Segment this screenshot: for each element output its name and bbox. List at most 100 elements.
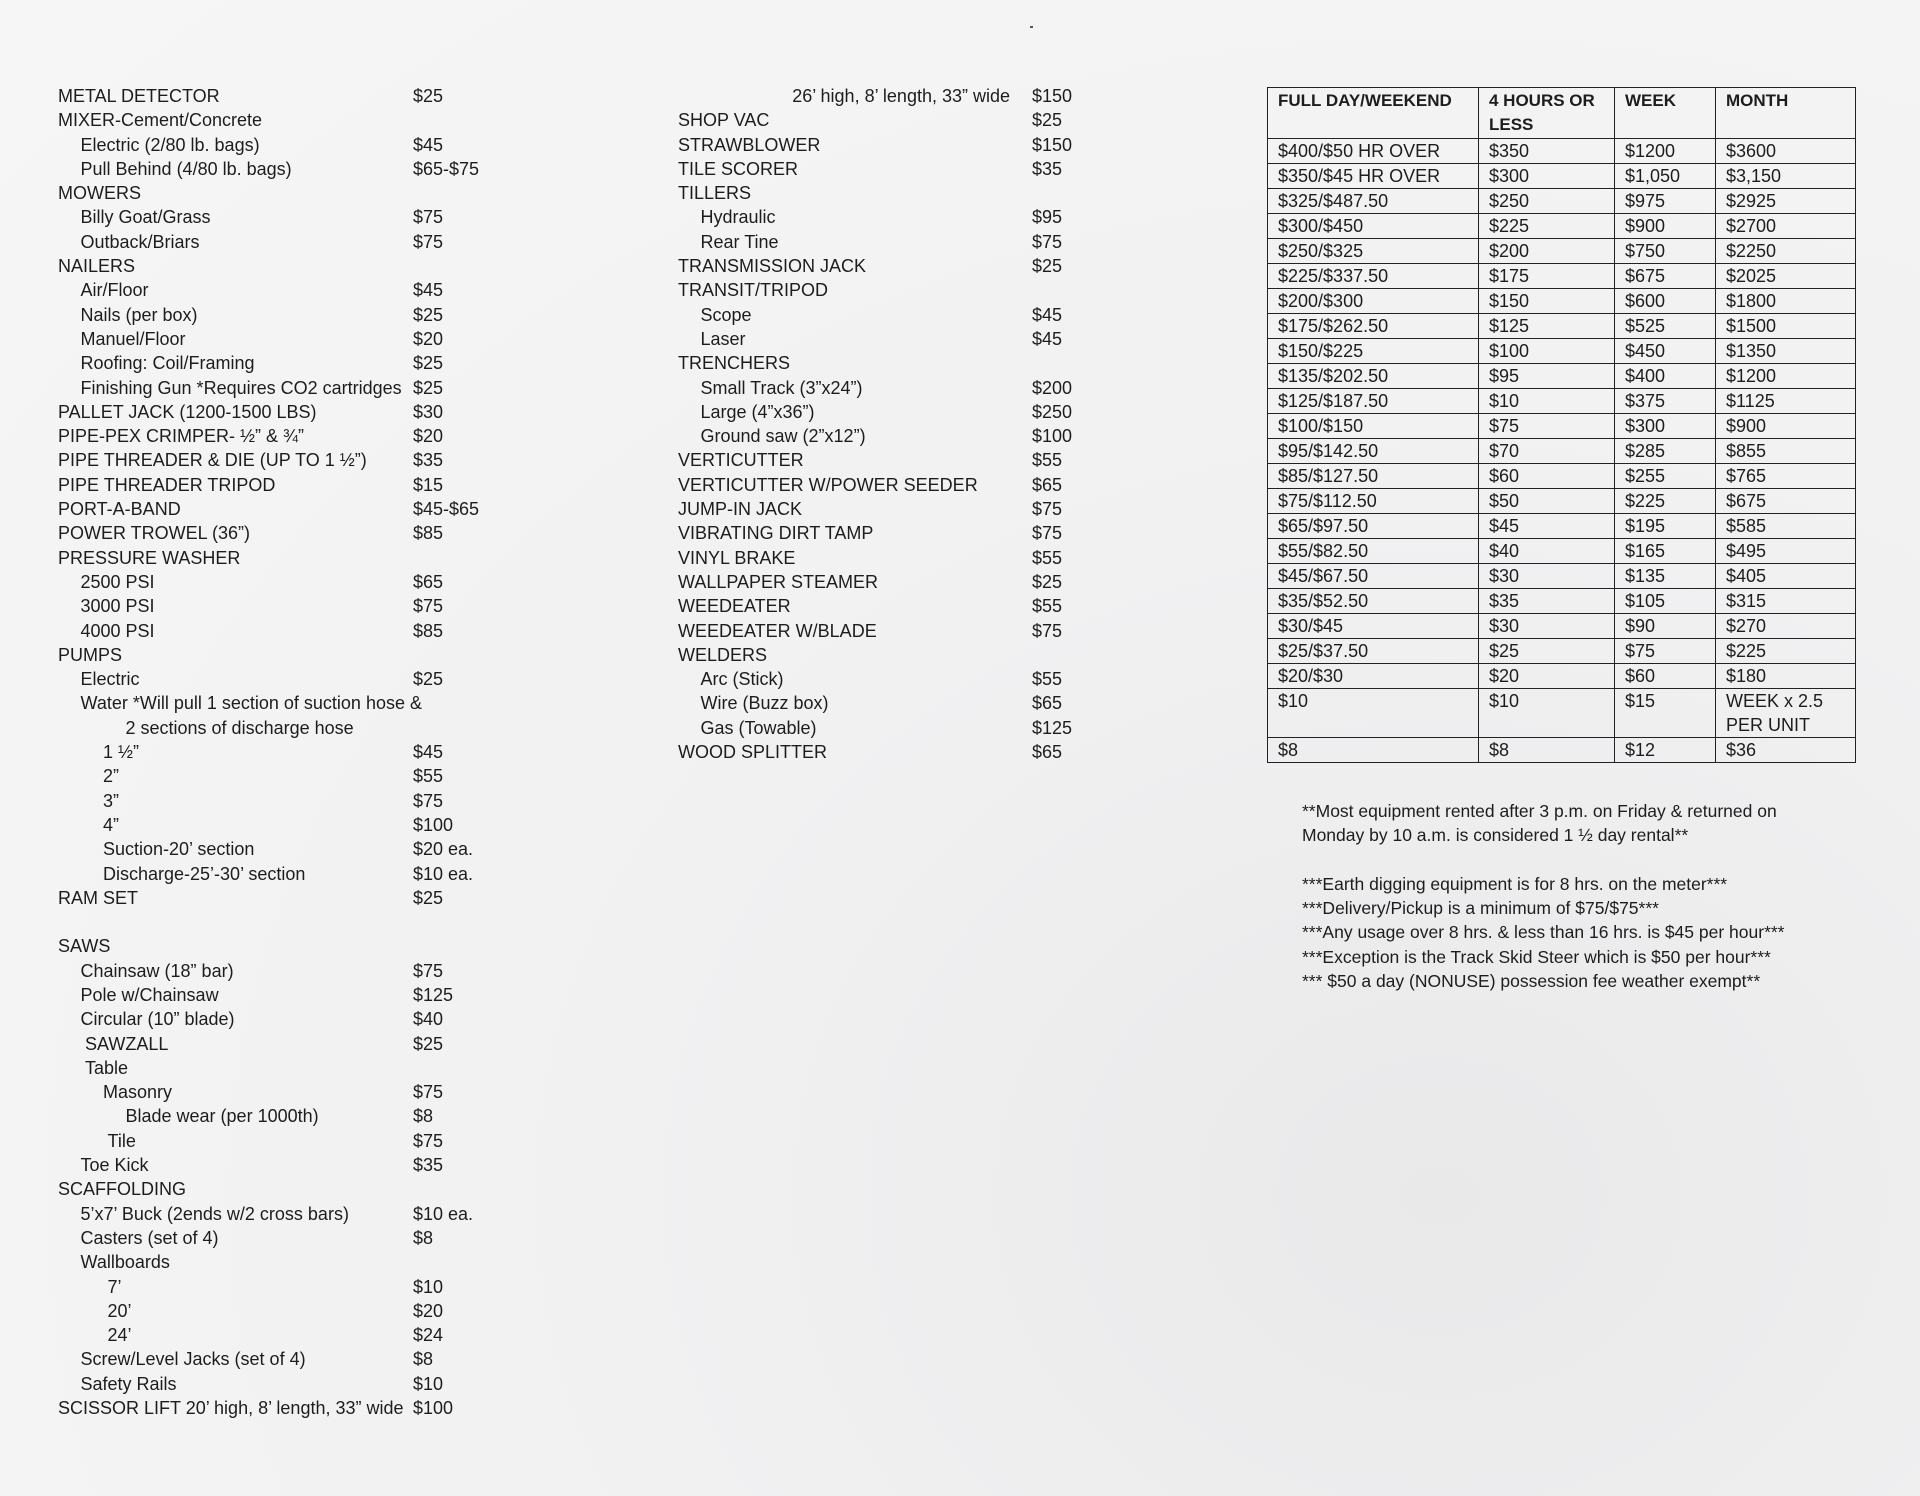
list-item: METAL DETECTOR $25 (58, 84, 618, 108)
category-name: WEEDEATER (678, 596, 791, 617)
list-item: VERTICUTTER $55 (678, 448, 1138, 472)
category-name: PIPE THREADER & DIE (UP TO 1 ½”) (58, 450, 367, 471)
column-header: WEEK (1614, 87, 1716, 139)
category-name: WALLPAPER STEAMER (678, 571, 879, 592)
item-name: 4000 PSI (80, 620, 155, 641)
table-cell: $45 (1478, 513, 1615, 539)
item-name: 26’ high, 8’ length, 33” wide (792, 86, 1010, 106)
list-item: STRAWBLOWER $150 (678, 133, 1138, 157)
list-item: SCISSOR LIFT 20’ high, 8’ length, 33” wi… (58, 1396, 618, 1420)
list-item (58, 910, 618, 934)
table-cell: $25/$37.50 (1267, 638, 1479, 664)
item-name: Tile (107, 1130, 136, 1151)
list-item: Discharge-25’-30’ section $10 ea. (58, 862, 618, 886)
list-item: Ground saw (2”x12”) $100 (678, 424, 1138, 448)
item-price: $100 (413, 1398, 454, 1419)
category-name: TRANSIT/TRIPOD (678, 280, 829, 301)
table-cell: $125 (1478, 313, 1615, 339)
item-name: Water *Will pull 1 section of suction ho… (80, 693, 422, 714)
item-price: $20 (413, 426, 444, 447)
table-cell: $45/$67.50 (1267, 563, 1479, 589)
table-row: $95/$142.50 $70 $285 $855 (1267, 438, 1856, 464)
list-item: Air/Floor $45 (58, 278, 618, 302)
item-name: 3000 PSI (80, 596, 155, 617)
category-name: SCAFFOLDING (58, 1179, 187, 1200)
item-price: $100 (413, 814, 454, 835)
column-header: MONTH (1715, 87, 1856, 139)
list-item: SCAFFOLDING (58, 1177, 618, 1201)
list-item: Billy Goat/Grass $75 (58, 205, 618, 229)
item-price: $75 (1032, 231, 1063, 252)
category-name: PIPE THREADER TRIPOD (58, 474, 276, 495)
category-name: POWER TROWEL (36”) (58, 523, 251, 544)
item-name: Toe Kick (80, 1155, 149, 1176)
table-cell: $1500 (1715, 313, 1856, 339)
rate-table-header: FULL DAY/WEEKEND 4 HOURS OR LESS WEEK MONTH (1267, 87, 1856, 139)
table-cell: $10 (1478, 688, 1615, 738)
item-price: $10 ea. (413, 863, 474, 884)
item-name: 4” (103, 814, 120, 835)
item-price: $20 (413, 1300, 444, 1321)
item-name: 24’ (107, 1325, 132, 1346)
category-name: NAILERS (58, 256, 136, 277)
table-cell: $525 (1614, 313, 1716, 339)
item-price: $100 (1032, 426, 1073, 447)
table-cell: $750 (1614, 238, 1716, 264)
table-cell: $1,050 (1614, 163, 1716, 189)
list-item: PALLET JACK (1200-1500 LBS) $30 (58, 400, 618, 424)
list-item: 1 ½” $45 (58, 740, 618, 764)
item-name: Manuel/Floor (80, 328, 186, 349)
list-item: PIPE THREADER TRIPOD $15 (58, 473, 618, 497)
table-cell: $3600 (1715, 138, 1856, 164)
category-name: VIBRATING DIRT TAMP (678, 523, 874, 544)
table-cell: $2250 (1715, 238, 1856, 264)
list-item: WALLPAPER STEAMER $25 (678, 570, 1138, 594)
item-price: $25 (413, 1033, 444, 1054)
item-price: $25 (1032, 571, 1063, 592)
item-price: $65 (1032, 742, 1063, 763)
list-item: RAM SET $25 (58, 886, 618, 910)
item-price: $35 (1032, 158, 1063, 179)
item-price: $25 (1032, 256, 1063, 277)
item-price: $75 (1032, 499, 1063, 520)
item-price: $95 (1032, 207, 1063, 228)
item-price: $45 (413, 134, 444, 155)
item-name: Circular (10” blade) (80, 1009, 235, 1030)
list-item: VERTICUTTER W/POWER SEEDER $65 (678, 473, 1138, 497)
item-price: $10 ea. (413, 1203, 474, 1224)
list-item: 3000 PSI $75 (58, 594, 618, 618)
table-cell: $125/$187.50 (1267, 388, 1479, 414)
item-price: $75 (413, 231, 444, 252)
list-item: MIXER-Cement/Concrete (58, 108, 618, 132)
table-cell: $105 (1614, 588, 1716, 614)
item-name: Wallboards (80, 1252, 170, 1273)
table-cell: $36 (1715, 737, 1856, 763)
note-line: ***Any usage over 8 hrs. & less than 16 … (1302, 922, 1785, 943)
table-cell: $65/$97.50 (1267, 513, 1479, 539)
category-name: PIPE-PEX CRIMPER- ½” & ¾” (58, 426, 305, 447)
item-price: $55 (1032, 596, 1063, 617)
item-price: $250 (1032, 401, 1073, 422)
table-cell: $12 (1614, 737, 1716, 763)
table-cell: $8 (1267, 737, 1479, 763)
note-line: ***Exception is the Track Skid Steer whi… (1302, 946, 1771, 967)
table-row: $35/$52.50 $35 $105 $315 (1267, 588, 1856, 614)
item-name: Outback/Briars (80, 231, 200, 252)
item-name: Finishing Gun *Requires CO2 cartridges (80, 377, 402, 398)
column-header: FULL DAY/WEEKEND (1267, 87, 1479, 139)
item-price: $10 (413, 1276, 444, 1297)
table-cell: $85/$127.50 (1267, 463, 1479, 489)
table-cell: $75/$112.50 (1267, 488, 1479, 514)
list-item: TILE SCORER $35 (678, 157, 1138, 181)
list-item: Suction-20’ section $20 ea. (58, 837, 618, 861)
list-item: WEEDEATER W/BLADE $75 (678, 619, 1138, 643)
list-item: 5’x7’ Buck (2ends w/2 cross bars) $10 ea. (58, 1202, 618, 1226)
category-name: TRANSMISSION JACK (678, 256, 867, 277)
table-cell: $315 (1715, 588, 1856, 614)
table-cell: $1200 (1715, 363, 1856, 389)
table-cell: $10 (1267, 688, 1479, 738)
table-cell: $15 (1614, 688, 1716, 738)
table-cell: $1350 (1715, 338, 1856, 364)
list-item: Finishing Gun *Requires CO2 cartridges $2… (58, 376, 618, 400)
category-name: WELDERS (678, 644, 768, 665)
